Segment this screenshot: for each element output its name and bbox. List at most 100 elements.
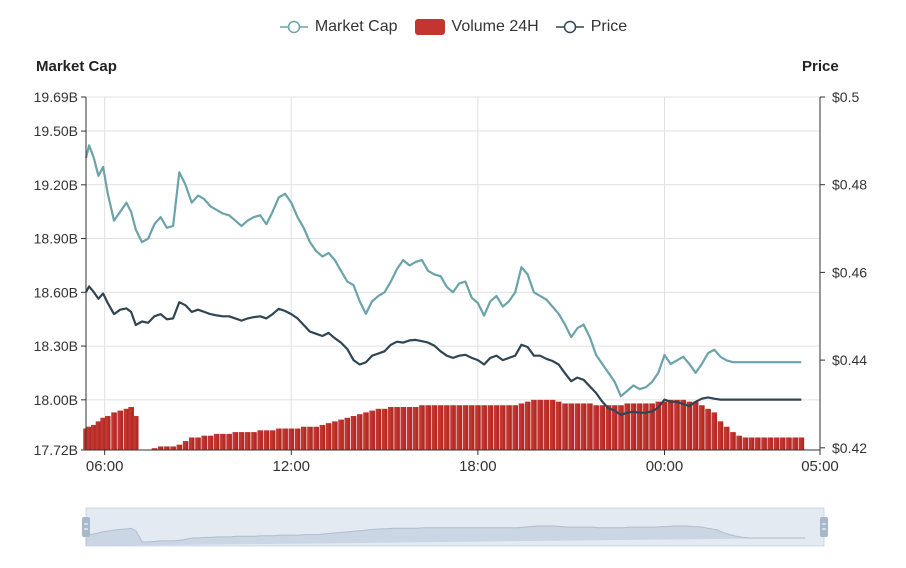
volume-bar-shade	[596, 405, 599, 450]
volume-bar	[282, 428, 288, 450]
volume-bar	[661, 401, 668, 450]
volume-bar	[100, 417, 106, 450]
volume-bar	[792, 437, 798, 450]
volume-bar	[680, 399, 686, 450]
volume-bar	[419, 405, 425, 450]
volume-bar	[238, 432, 245, 450]
zoom-handle-left[interactable]	[82, 517, 90, 537]
volume-bar-shade	[683, 400, 686, 450]
volume-bar-shade	[658, 402, 662, 450]
volume-bar	[462, 405, 469, 450]
volume-bar	[123, 408, 130, 450]
volume-bar	[506, 405, 512, 450]
volume-bar-shade	[782, 437, 786, 450]
volume-bar	[307, 426, 313, 450]
volume-bar	[412, 406, 419, 450]
volume-bar-shade	[409, 407, 413, 450]
x-tick-label: 18:00	[459, 458, 497, 475]
volume-bar-shade	[204, 436, 207, 450]
volume-bar-shade	[223, 434, 226, 450]
left-tick-label: 18.60B	[34, 284, 78, 300]
volume-bar	[207, 435, 214, 450]
volume-bar	[133, 415, 139, 450]
volume-bar	[580, 403, 587, 450]
volume-bar-shade	[639, 403, 643, 450]
volume-bar	[481, 405, 487, 450]
volume-bar	[798, 437, 805, 450]
volume-bar	[86, 426, 92, 450]
volume-bar-shade	[565, 403, 568, 450]
left-tick-label: 19.20B	[34, 177, 78, 193]
volume-bar-shade	[459, 405, 462, 450]
volume-bar-shade	[733, 432, 736, 450]
volume-bar-shade	[503, 405, 506, 450]
volume-bar-shade	[633, 403, 637, 450]
volume-bar	[182, 441, 189, 450]
volume-bar-shade	[434, 405, 438, 450]
volume-bar	[406, 406, 413, 450]
volume-bar	[773, 437, 780, 450]
volume-bar	[257, 430, 263, 450]
volume-bar	[319, 424, 326, 450]
volume-bar-shade	[272, 430, 276, 450]
left-tick-label: 18.30B	[34, 338, 78, 354]
volume-bar-shade	[440, 405, 444, 450]
market-cap-line	[84, 144, 802, 398]
volume-bar	[692, 401, 699, 450]
volume-bar-shade	[304, 427, 307, 450]
left-tick-label: 19.69B	[34, 89, 78, 105]
left-tick-label: 19.50B	[34, 123, 78, 139]
volume-bar	[294, 428, 301, 450]
volume-bar-shade	[322, 425, 326, 450]
volume-bar-shade	[241, 432, 245, 450]
volume-bar	[705, 408, 711, 450]
left-tick-label: 18.90B	[34, 231, 78, 247]
legend-item-volume-24h[interactable]: Volume 24H	[414, 18, 539, 36]
volume-bar	[363, 412, 369, 450]
legend-label: Market Cap	[314, 18, 398, 35]
volume-bar-shade	[664, 402, 668, 450]
volume-bar-shade	[471, 405, 475, 450]
volume-bar-shade	[160, 446, 164, 450]
volume-bar	[605, 405, 612, 450]
rounded-rect-icon	[414, 19, 445, 35]
volume-bar	[779, 437, 786, 450]
zoom-handle-right[interactable]	[820, 517, 828, 537]
volume-bar	[711, 412, 718, 450]
volume-bar-shade	[120, 411, 123, 450]
volume-bar-shade	[335, 421, 338, 450]
volume-bar	[338, 419, 344, 450]
volume-bar-shade	[758, 437, 761, 450]
volume-bar-shade	[347, 418, 351, 450]
volume-bar	[655, 401, 662, 450]
volume-bar-shade	[210, 436, 214, 450]
volume-bar-shade	[391, 407, 394, 450]
volume-bar-shade	[254, 432, 257, 450]
volume-bar	[350, 415, 357, 450]
legend-item-price[interactable]: Price	[555, 18, 627, 36]
legend-label: Volume 24H	[451, 18, 539, 35]
volume-bar	[213, 433, 220, 450]
volume-bar	[667, 399, 674, 450]
volume-bar-shade	[285, 428, 288, 450]
right-tick-label: $0.46	[832, 264, 867, 280]
right-tick-label: $0.44	[832, 352, 867, 368]
volume-bar	[636, 403, 643, 450]
volume-bar-shade	[739, 436, 742, 450]
volume-bar-shade	[235, 432, 239, 450]
volume-bar-shade	[465, 405, 469, 450]
volume-bar	[643, 403, 649, 450]
volume-bar-shade	[627, 403, 630, 450]
volume-bar-shade	[745, 437, 749, 450]
volume-bar	[611, 405, 618, 450]
volume-bar-shade	[671, 400, 674, 450]
right-axis-title: Price	[802, 58, 839, 75]
volume-bar	[263, 430, 270, 450]
volume-bar	[232, 432, 239, 450]
volume-bar	[269, 430, 276, 450]
volume-bar	[276, 428, 282, 450]
volume-bar	[313, 426, 319, 450]
volume-bar	[537, 399, 543, 450]
volume-bar	[587, 403, 593, 450]
legend-item-market-cap[interactable]: Market Cap	[279, 18, 398, 36]
